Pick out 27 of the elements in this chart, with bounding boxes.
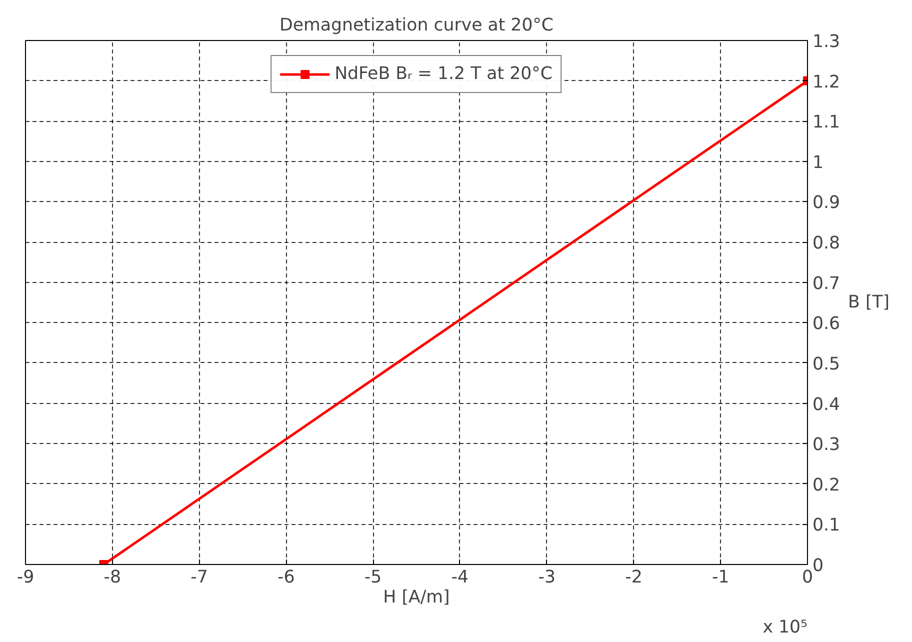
x-tick-label: -7 bbox=[190, 568, 208, 588]
y-tick-label: 0.1 bbox=[812, 516, 840, 536]
x-tick-label: -6 bbox=[278, 568, 295, 588]
x-tick-label: -4 bbox=[451, 568, 469, 588]
y-tick-label: 0.9 bbox=[812, 193, 840, 214]
x-tick-label: -3 bbox=[538, 568, 556, 588]
y-tick-label: 0.3 bbox=[812, 435, 840, 456]
y-tick-label: 0.4 bbox=[812, 394, 840, 415]
x-tick-label: -9 bbox=[16, 568, 34, 588]
y-tick-label: 0.5 bbox=[812, 354, 840, 374]
y-tick-label: 0.8 bbox=[812, 234, 840, 254]
text: x 10⁵ bbox=[762, 618, 808, 638]
y-tick-label: 1.1 bbox=[812, 112, 840, 133]
x-axis-title: H [A/m] bbox=[383, 588, 450, 608]
y-tick-label: 0.7 bbox=[812, 274, 840, 294]
x-tick-label: -5 bbox=[364, 568, 382, 588]
y-tick-label: 1 bbox=[812, 152, 824, 173]
y-tick-label: 1.3 bbox=[812, 32, 840, 52]
x-tick-label: -8 bbox=[104, 568, 122, 588]
y-tick-label: 1.2 bbox=[812, 72, 840, 92]
x-tick-label: -2 bbox=[625, 568, 642, 588]
legend-label: NdFeB Bᵣ = 1.2 T at 20°C bbox=[334, 64, 552, 84]
x-tick-label: -1 bbox=[712, 568, 730, 588]
chart-title: Demagnetization curve at 20°C bbox=[280, 16, 554, 36]
y-tick-label: 0.6 bbox=[812, 314, 840, 334]
y-axis-title: B [T] bbox=[848, 292, 890, 312]
y-tick-label: 0.2 bbox=[812, 475, 840, 496]
